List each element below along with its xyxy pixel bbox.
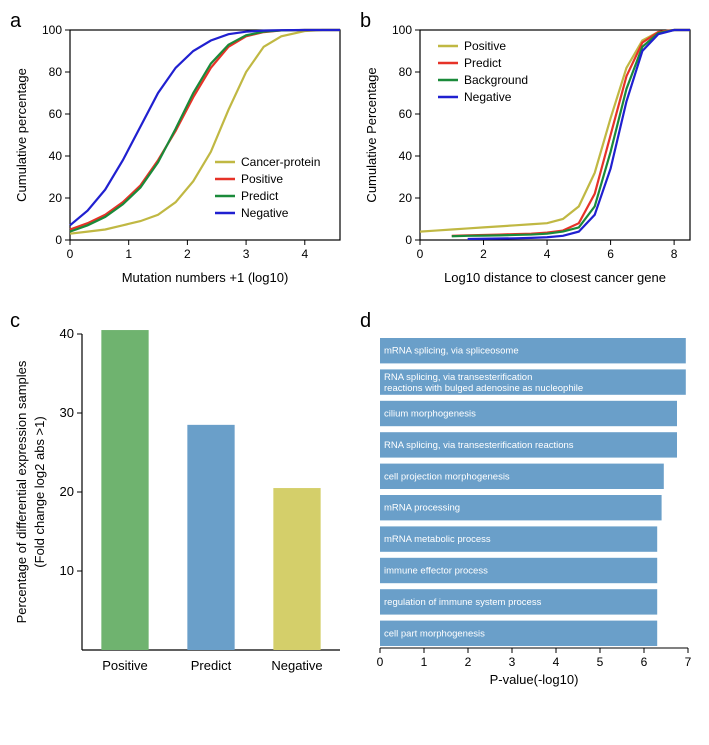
svg-text:immune effector process: immune effector process xyxy=(384,566,488,577)
svg-text:60: 60 xyxy=(399,107,413,121)
svg-text:1: 1 xyxy=(421,655,428,669)
chart-a: 0 20 40 60 80 100 0 1 2 3 4 Mutation numbers +1 (lo… xyxy=(10,10,350,290)
svg-text:20: 20 xyxy=(49,191,63,205)
svg-text:RNA splicing, via transesterif: RNA splicing, via transesterification xyxy=(384,372,532,383)
svg-text:7: 7 xyxy=(685,655,692,669)
panel-d: d mRNA splicing, via spliceosome RNA spli… xyxy=(360,310,700,690)
svg-text:P-value(-log10): P-value(-log10) xyxy=(490,672,579,687)
svg-text:8: 8 xyxy=(671,247,678,261)
svg-text:Positive: Positive xyxy=(464,39,506,53)
svg-text:3: 3 xyxy=(243,247,250,261)
svg-text:40: 40 xyxy=(399,149,413,163)
svg-text:Negative: Negative xyxy=(241,206,289,220)
svg-text:30: 30 xyxy=(60,405,74,420)
svg-text:Cumulative Percentage: Cumulative Percentage xyxy=(364,67,379,202)
svg-text:3: 3 xyxy=(509,655,516,669)
svg-text:cell projection morphogenesis: cell projection morphogenesis xyxy=(384,471,510,482)
svg-text:Positive: Positive xyxy=(241,172,283,186)
svg-text:Positive: Positive xyxy=(102,658,148,673)
svg-text:4: 4 xyxy=(301,247,308,261)
chart-d: mRNA splicing, via spliceosome RNA splici… xyxy=(360,310,700,690)
svg-text:100: 100 xyxy=(42,23,62,37)
panel-a-label: a xyxy=(10,10,21,33)
svg-text:Mutation numbers +1 (log10): Mutation numbers +1 (log10) xyxy=(122,270,289,285)
svg-text:1: 1 xyxy=(125,247,132,261)
panel-c: c 10 20 30 40 Positive Predict Negative Percent… xyxy=(10,310,350,690)
svg-text:10: 10 xyxy=(60,563,74,578)
svg-text:40: 40 xyxy=(60,326,74,341)
svg-text:cilium morphogenesis: cilium morphogenesis xyxy=(384,409,476,420)
svg-text:40: 40 xyxy=(49,149,63,163)
panel-b-label: b xyxy=(360,10,371,33)
svg-text:0: 0 xyxy=(377,655,384,669)
svg-text:2: 2 xyxy=(184,247,191,261)
chart-c: 10 20 30 40 Positive Predict Negative Percentag… xyxy=(10,310,350,690)
svg-text:5: 5 xyxy=(597,655,604,669)
svg-text:0: 0 xyxy=(67,247,74,261)
svg-text:Background: Background xyxy=(464,73,528,87)
svg-text:mRNA splicing, via spliceosome: mRNA splicing, via spliceosome xyxy=(384,346,519,357)
svg-text:Cancer-protein: Cancer-protein xyxy=(241,155,320,169)
svg-text:6: 6 xyxy=(641,655,648,669)
svg-text:60: 60 xyxy=(49,107,63,121)
svg-text:(Fold change log2 abs >1): (Fold change log2 abs >1) xyxy=(32,416,47,567)
svg-text:80: 80 xyxy=(399,65,413,79)
svg-text:cell part morphogenesis: cell part morphogenesis xyxy=(384,628,485,639)
svg-text:0: 0 xyxy=(417,247,424,261)
svg-text:Log10 distance to closest canc: Log10 distance to closest cancer gene xyxy=(444,270,666,285)
svg-text:20: 20 xyxy=(60,484,74,499)
figure-grid: a 02040608010001234Mutation numbers +1 (… xyxy=(10,10,699,690)
svg-text:Predict: Predict xyxy=(464,56,502,70)
svg-text:80: 80 xyxy=(49,65,63,79)
svg-text:RNA splicing, via transesterif: RNA splicing, via transesterification re… xyxy=(384,440,574,451)
svg-text:20: 20 xyxy=(399,191,413,205)
svg-text:100: 100 xyxy=(392,23,412,37)
svg-text:4: 4 xyxy=(553,655,560,669)
svg-text:Predict: Predict xyxy=(191,658,232,673)
svg-text:0: 0 xyxy=(405,233,412,247)
svg-text:Percentage of differential exp: Percentage of differential expression sa… xyxy=(14,360,29,623)
svg-text:2: 2 xyxy=(480,247,487,261)
svg-text:4: 4 xyxy=(544,247,551,261)
svg-text:Negative: Negative xyxy=(464,90,512,104)
panel-b: b 0 20 40 60 80 100 0 2 4 6 8 Log10 distance to clo… xyxy=(360,10,700,290)
chart-b: 0 20 40 60 80 100 0 2 4 6 8 Log10 distance to close… xyxy=(360,10,700,290)
svg-text:Cumulative percentage: Cumulative percentage xyxy=(14,68,29,202)
svg-text:regulation of immune system pr: regulation of immune system process xyxy=(384,597,542,608)
svg-text:6: 6 xyxy=(607,247,614,261)
panel-c-label: c xyxy=(10,310,20,333)
svg-text:Predict: Predict xyxy=(241,189,279,203)
svg-text:mRNA metabolic process: mRNA metabolic process xyxy=(384,534,491,545)
svg-text:mRNA processing: mRNA processing xyxy=(384,503,460,514)
svg-text:Negative: Negative xyxy=(271,658,322,673)
panel-a: a 0 20 40 60 80 100 0 1 2 3 4 Mutation numbers +1 (… xyxy=(10,10,350,290)
svg-text:0: 0 xyxy=(55,233,62,247)
svg-text:2: 2 xyxy=(465,655,472,669)
panel-d-label: d xyxy=(360,310,371,333)
svg-text:reactions with bulged adenosin: reactions with bulged adenosine as nucle… xyxy=(384,383,583,394)
